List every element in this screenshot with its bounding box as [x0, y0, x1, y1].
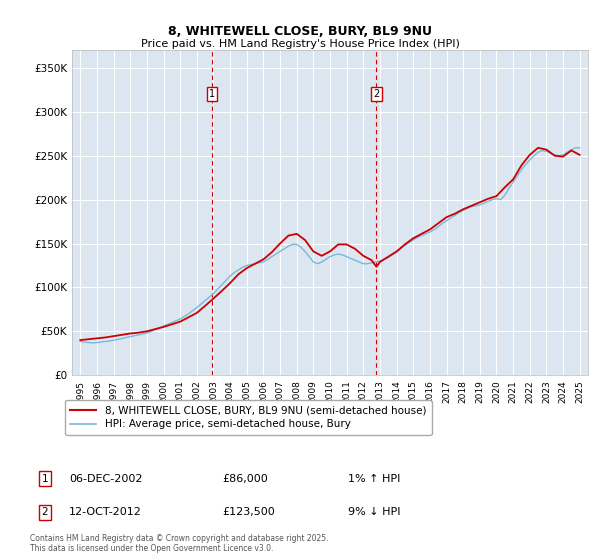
Text: 9% ↓ HPI: 9% ↓ HPI	[348, 507, 401, 517]
Legend: 8, WHITEWELL CLOSE, BURY, BL9 9NU (semi-detached house), HPI: Average price, sem: 8, WHITEWELL CLOSE, BURY, BL9 9NU (semi-…	[65, 400, 431, 435]
Text: 1: 1	[209, 89, 215, 99]
Text: 2: 2	[41, 507, 49, 517]
Text: 1: 1	[41, 474, 49, 484]
Text: 06-DEC-2002: 06-DEC-2002	[69, 474, 143, 484]
Text: Contains HM Land Registry data © Crown copyright and database right 2025.
This d: Contains HM Land Registry data © Crown c…	[30, 534, 329, 553]
Text: 12-OCT-2012: 12-OCT-2012	[69, 507, 142, 517]
Text: 2: 2	[373, 89, 380, 99]
Text: 8, WHITEWELL CLOSE, BURY, BL9 9NU: 8, WHITEWELL CLOSE, BURY, BL9 9NU	[168, 25, 432, 38]
Text: 1% ↑ HPI: 1% ↑ HPI	[348, 474, 400, 484]
Text: Price paid vs. HM Land Registry's House Price Index (HPI): Price paid vs. HM Land Registry's House …	[140, 39, 460, 49]
Text: £86,000: £86,000	[222, 474, 268, 484]
Text: £123,500: £123,500	[222, 507, 275, 517]
